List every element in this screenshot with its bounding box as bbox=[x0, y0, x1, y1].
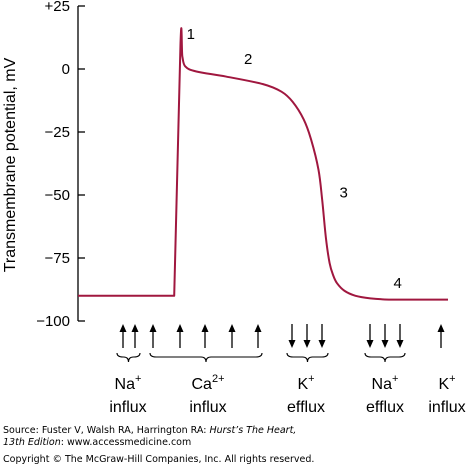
brace-icon bbox=[286, 352, 329, 363]
action-potential-curve bbox=[78, 27, 448, 301]
ion-name: Na+ bbox=[115, 373, 142, 393]
y-tick-label: 0 bbox=[62, 61, 70, 78]
up-arrow-icon bbox=[131, 324, 139, 348]
y-tick-label: −75 bbox=[45, 250, 70, 267]
ion-group: Na+ efflux bbox=[364, 324, 406, 416]
y-tick-label: −100 bbox=[36, 313, 70, 330]
up-arrow-icon bbox=[201, 324, 209, 348]
down-arrow-icon bbox=[318, 324, 326, 348]
y-axis-ticks: +25 0 −25 −50 −75 −100 bbox=[36, 0, 85, 330]
phase-label: 4 bbox=[394, 275, 402, 292]
ion-group: Na+ influx bbox=[109, 324, 147, 416]
source-book-title: Hurst’s The Heart, bbox=[209, 425, 297, 436]
y-axis-label: Transmembrane potential, mV bbox=[2, 57, 19, 272]
down-arrow-icon bbox=[288, 324, 296, 348]
brace-icon bbox=[116, 352, 141, 363]
up-arrow-icon bbox=[149, 324, 157, 348]
ion-group: K+ efflux bbox=[286, 324, 329, 416]
down-arrow-icon bbox=[366, 324, 374, 348]
y-tick-label: −50 bbox=[45, 187, 70, 204]
ion-name: K+ bbox=[438, 373, 455, 393]
brace-icon bbox=[364, 352, 406, 363]
ion-name: K+ bbox=[297, 373, 314, 393]
ion-name: Na+ bbox=[372, 373, 399, 393]
ion-flux-annotations: Na+ influx Ca2+ influx K+ efflux Na+ efflux K+ in… bbox=[109, 324, 466, 416]
y-tick-label: +25 bbox=[45, 0, 70, 15]
up-arrow-icon bbox=[437, 324, 445, 348]
ion-direction: influx bbox=[109, 399, 146, 416]
y-tick-label: −25 bbox=[45, 124, 70, 141]
source-edition: 13th Edition bbox=[3, 437, 61, 448]
ion-direction: influx bbox=[189, 399, 226, 416]
source-line: Source: Fuster V, Walsh RA, Harrington R… bbox=[3, 425, 296, 437]
copyright-line: Copyright © The McGraw-Hill Companies, I… bbox=[3, 454, 315, 465]
source-line-2: 13th Edition: www.accessmedicine.com bbox=[3, 437, 191, 449]
phase-label: 3 bbox=[339, 185, 347, 202]
down-arrow-icon bbox=[303, 324, 311, 348]
up-arrow-icon bbox=[254, 324, 262, 348]
down-arrow-icon bbox=[396, 324, 404, 348]
up-arrow-icon bbox=[119, 324, 127, 348]
brace-icon bbox=[149, 352, 263, 363]
ion-name: Ca2+ bbox=[192, 373, 225, 393]
up-arrow-icon bbox=[228, 324, 236, 348]
ion-direction: influx bbox=[428, 399, 465, 416]
phase-label: 1 bbox=[187, 26, 195, 43]
down-arrow-icon bbox=[381, 324, 389, 348]
phase-labels: 1 2 3 4 bbox=[187, 26, 402, 292]
ion-direction: efflux bbox=[366, 399, 404, 416]
ion-group: Ca2+ influx bbox=[149, 324, 263, 416]
source-suffix: : www.accessmedicine.com bbox=[60, 437, 192, 448]
up-arrow-icon bbox=[176, 324, 184, 348]
ion-direction: efflux bbox=[287, 399, 325, 416]
ion-group: K+ influx bbox=[428, 324, 466, 416]
source-prefix: Source: Fuster V, Walsh RA, Harrington R… bbox=[3, 425, 210, 436]
phase-label: 2 bbox=[244, 51, 252, 68]
